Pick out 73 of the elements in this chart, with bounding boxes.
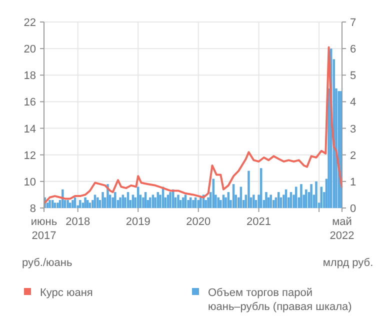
line-series	[44, 46, 343, 204]
y-tick-label: 12	[24, 150, 36, 162]
bar	[310, 184, 312, 208]
y2-axis-title: млрд руб.	[322, 257, 374, 269]
bar	[177, 194, 180, 208]
bar	[222, 194, 225, 208]
bar	[66, 200, 69, 208]
bar	[197, 200, 200, 208]
bar	[169, 192, 172, 208]
bar	[149, 197, 152, 208]
y-tick-label: 20	[24, 44, 36, 56]
y2-tick-label: 7	[350, 17, 356, 29]
bar	[217, 197, 220, 208]
bar	[270, 194, 272, 208]
bar	[114, 192, 116, 208]
bar	[102, 192, 104, 208]
bar	[84, 197, 86, 208]
bar	[184, 194, 187, 208]
bar	[54, 202, 56, 208]
y2-tick-label: 2	[350, 150, 356, 162]
bar	[96, 197, 99, 208]
y2-tick-label: 3	[350, 123, 356, 136]
bar	[265, 192, 268, 208]
bar	[126, 192, 130, 208]
bar	[227, 192, 230, 208]
bar	[277, 192, 280, 208]
bar	[144, 192, 147, 208]
bar	[192, 200, 194, 208]
bar	[248, 170, 250, 208]
bar	[252, 194, 255, 208]
y2-tick-label: 4	[350, 96, 356, 109]
x-tick-label: 2020	[186, 216, 211, 228]
bar	[79, 200, 82, 208]
x-tick-label: 2018	[66, 216, 90, 228]
bar	[182, 197, 184, 208]
bar	[68, 202, 72, 208]
bar	[240, 186, 242, 208]
x-tick-label: май 2022	[330, 216, 354, 242]
y2-tick-label: 6	[350, 44, 356, 56]
y-tick-label: 10	[24, 176, 36, 188]
y-tick-label: 14	[24, 123, 36, 136]
y-axis-title: руб./юань	[22, 257, 72, 269]
bar	[94, 194, 96, 208]
x-tick-label: 2019	[126, 216, 150, 228]
bar	[290, 192, 292, 208]
y-tick-label: 18	[24, 70, 36, 82]
bar	[156, 192, 160, 208]
y-tick-label: 22	[24, 17, 36, 29]
bar	[136, 186, 140, 208]
bar	[320, 186, 322, 208]
bar	[56, 202, 59, 208]
bar	[305, 189, 308, 208]
x-tick-label: июнь 2017	[30, 216, 58, 242]
bar	[48, 200, 51, 208]
x-tick-label: 2021	[246, 216, 272, 228]
bar	[166, 194, 170, 208]
bar	[294, 186, 298, 208]
bar	[200, 197, 202, 208]
bar	[152, 194, 154, 208]
y2-tick-label: 1	[350, 176, 356, 188]
bar	[72, 200, 74, 208]
y2-tick-label: 5	[350, 70, 356, 82]
y-tick-label: 8	[30, 203, 36, 215]
bar	[119, 197, 122, 208]
bar	[88, 202, 92, 208]
legend-label: Курс юаня	[40, 287, 93, 299]
bar	[315, 181, 318, 208]
bar	[132, 194, 134, 208]
bar	[122, 194, 124, 208]
y2-tick-label: 0	[350, 203, 356, 215]
bar	[300, 184, 302, 208]
legend-label: Объем торгов парой юань–рубль (правая шкала)	[208, 287, 352, 313]
y-tick-label: 16	[24, 96, 36, 109]
